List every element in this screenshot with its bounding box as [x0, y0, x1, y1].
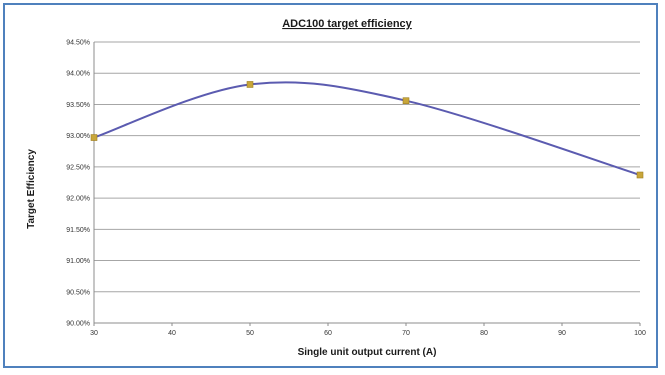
- y-tick-label: 90.00%: [66, 321, 90, 328]
- gridlines: [94, 41, 640, 293]
- y-tick-label: 93.00%: [66, 133, 90, 140]
- series-line: [93, 81, 641, 176]
- x-tick-label: 70: [402, 330, 410, 337]
- y-tick-label: 93.50%: [66, 102, 90, 109]
- x-tick-label: 60: [324, 330, 332, 337]
- chart-title: ADC100 target efficiency: [282, 18, 412, 30]
- x-tick-label: 40: [168, 330, 176, 337]
- data-point: [90, 134, 98, 141]
- x-tick-label: 30: [90, 330, 98, 337]
- y-tick-label: 92.50%: [66, 164, 90, 171]
- x-axis-title: Single unit output current (A): [298, 347, 437, 358]
- x-tick-labels: 30 40 50 60 70 80 90 100: [90, 330, 646, 337]
- data-point: [402, 97, 410, 104]
- y-tick-label: 92.00%: [66, 196, 90, 203]
- x-tick-label: 50: [246, 330, 254, 337]
- x-tick-label: 100: [634, 330, 646, 337]
- y-tick-label: 94.00%: [66, 71, 90, 78]
- series: [93, 81, 641, 176]
- y-axis-title: Target Efficiency: [26, 149, 37, 229]
- chart-frame: [3, 3, 658, 368]
- markers: [90, 81, 644, 179]
- x-tick-label: 90: [558, 330, 566, 337]
- y-tick-label: 94.50%: [66, 40, 90, 47]
- data-point: [636, 171, 644, 179]
- y-tick-label: 90.50%: [66, 289, 90, 296]
- y-tick-labels: 90.00% 90.50% 91.00% 91.50% 92.00% 92.50% 93.0…: [66, 40, 90, 328]
- y-tick-label: 91.00%: [66, 258, 90, 265]
- x-tick-label: 80: [480, 330, 488, 337]
- y-tick-label: 91.50%: [66, 227, 90, 234]
- axes: [93, 42, 641, 326]
- data-point: [246, 81, 254, 88]
